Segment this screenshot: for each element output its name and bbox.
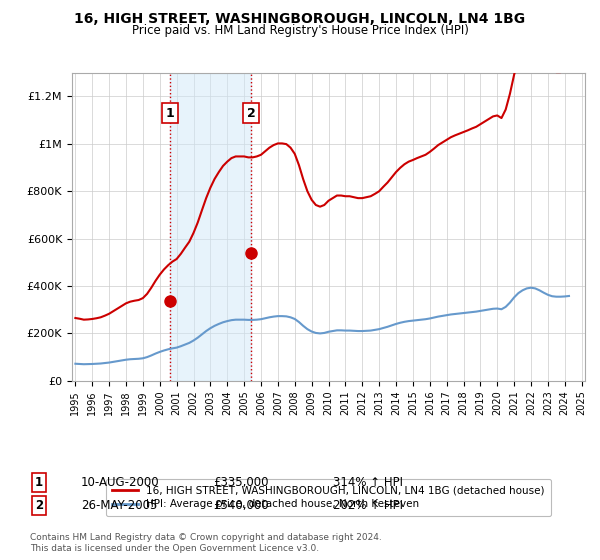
Text: 314% ↑ HPI: 314% ↑ HPI bbox=[333, 476, 403, 489]
Text: 16, HIGH STREET, WASHINGBOROUGH, LINCOLN, LN4 1BG: 16, HIGH STREET, WASHINGBOROUGH, LINCOLN… bbox=[74, 12, 526, 26]
Text: 1: 1 bbox=[166, 106, 174, 120]
Text: £335,000: £335,000 bbox=[213, 476, 269, 489]
Text: Contains HM Land Registry data © Crown copyright and database right 2024.
This d: Contains HM Land Registry data © Crown c… bbox=[30, 533, 382, 553]
Text: 2: 2 bbox=[35, 498, 43, 512]
Text: 1: 1 bbox=[35, 476, 43, 489]
Bar bbox=[170, 73, 251, 381]
Text: 10-AUG-2000: 10-AUG-2000 bbox=[81, 476, 160, 489]
Text: 202% ↑ HPI: 202% ↑ HPI bbox=[333, 498, 403, 512]
Text: 26-MAY-2005: 26-MAY-2005 bbox=[81, 498, 157, 512]
Legend: 16, HIGH STREET, WASHINGBOROUGH, LINCOLN, LN4 1BG (detached house), HPI: Average: 16, HIGH STREET, WASHINGBOROUGH, LINCOLN… bbox=[106, 479, 551, 516]
Text: 2: 2 bbox=[247, 106, 255, 120]
Text: Price paid vs. HM Land Registry's House Price Index (HPI): Price paid vs. HM Land Registry's House … bbox=[131, 24, 469, 37]
Text: £540,000: £540,000 bbox=[213, 498, 269, 512]
